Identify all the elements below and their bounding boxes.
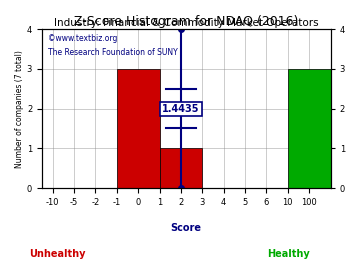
Text: Healthy: Healthy [267, 249, 309, 259]
Text: 1.4435: 1.4435 [162, 104, 200, 114]
Text: ©www.textbiz.org: ©www.textbiz.org [48, 34, 117, 43]
Bar [159, 148, 202, 188]
Bar [117, 69, 159, 188]
X-axis label: Score: Score [171, 223, 202, 233]
Text: Unhealthy: Unhealthy [30, 249, 86, 259]
Title: Z-Score Histogram for NDAQ (2016): Z-Score Histogram for NDAQ (2016) [74, 15, 298, 28]
Text: The Research Foundation of SUNY: The Research Foundation of SUNY [48, 48, 177, 57]
Bar [288, 69, 330, 188]
Y-axis label: Number of companies (7 total): Number of companies (7 total) [15, 50, 24, 167]
Text: Industry: Financial & Commodity Market Operators: Industry: Financial & Commodity Market O… [54, 18, 319, 28]
